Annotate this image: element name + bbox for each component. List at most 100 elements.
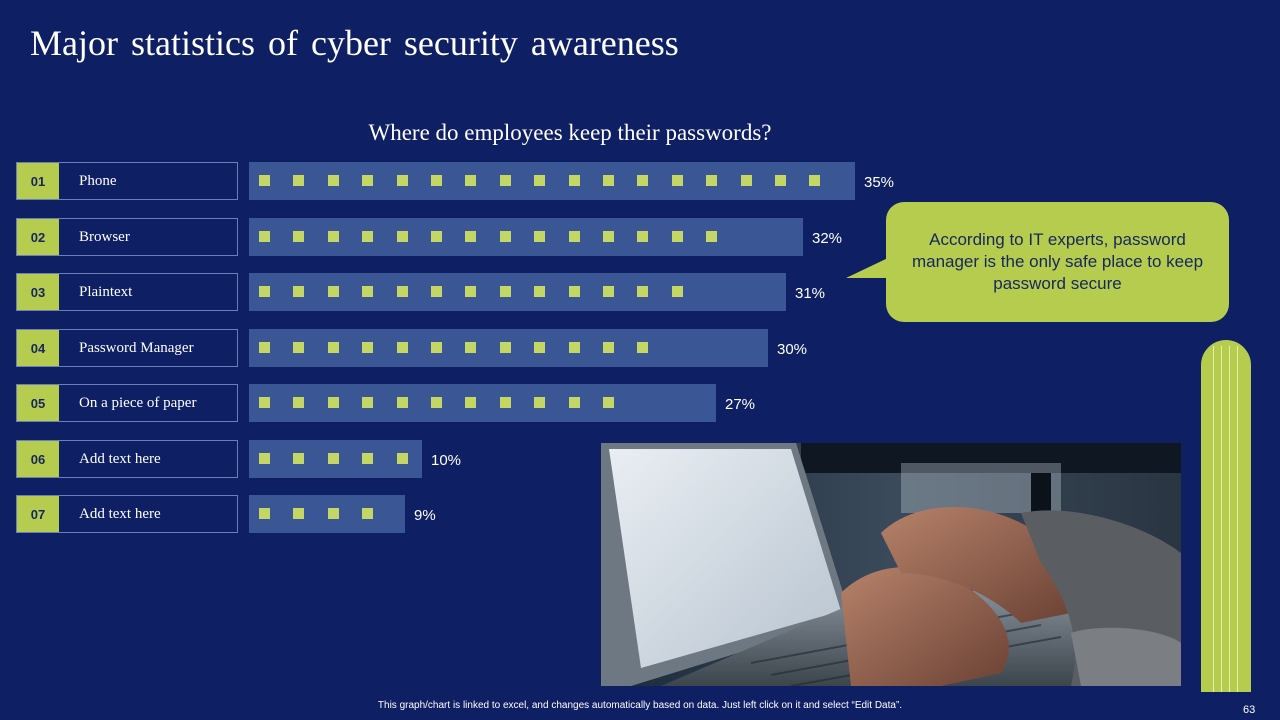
category-label: 04 Password Manager (16, 329, 238, 367)
bar-dot (293, 508, 305, 519)
bar (249, 218, 803, 256)
laptop-typing-photo (601, 443, 1181, 686)
category-number: 02 (17, 219, 59, 255)
bar-dot (465, 175, 477, 186)
bar-dot (671, 175, 683, 186)
bar-dot (362, 397, 374, 408)
footnote: This graph/chart is linked to excel, and… (377, 700, 903, 711)
chart-title: Where do employees keep their passwords? (368, 120, 772, 145)
category-number: 05 (17, 385, 59, 421)
bar-dot (293, 175, 305, 186)
bar-dot (362, 453, 374, 464)
bar-dot (465, 397, 477, 408)
bar-dot (327, 453, 339, 464)
bar-dot (327, 397, 339, 408)
bar-dot (740, 175, 752, 186)
category-name: Browser (79, 228, 130, 245)
data-label: 35% (864, 174, 895, 191)
decorative-pillar (1201, 340, 1251, 692)
bar-dot (396, 342, 408, 353)
bar-dot (499, 286, 511, 297)
data-label: 32% (812, 230, 843, 247)
bar-dot (431, 231, 442, 242)
bar-dot (706, 175, 718, 186)
category-label: 02 Browser (16, 218, 238, 256)
bar-dot (603, 397, 614, 408)
bar-dot (534, 175, 546, 186)
bar-dot (637, 175, 649, 186)
data-label: 27% (725, 396, 756, 413)
bar-dot (293, 231, 305, 242)
bar-dot (327, 342, 339, 353)
bar-dot (603, 286, 614, 297)
bar-dot (534, 286, 546, 297)
bar-dot (259, 397, 270, 408)
bar-dot (396, 397, 408, 408)
bar-dot (809, 175, 821, 186)
bar-dot (396, 286, 408, 297)
bar-dot (568, 175, 580, 186)
bar-dot (293, 453, 305, 464)
bar-dot (431, 342, 442, 353)
bar (249, 384, 716, 422)
category-number: 07 (17, 496, 59, 532)
category-name: Add text here (79, 450, 161, 467)
category-name: Password Manager (79, 339, 194, 356)
category-name: Phone (79, 172, 117, 189)
bar-dot (775, 175, 786, 186)
bar-dot (431, 397, 442, 408)
bar-dot (637, 342, 649, 353)
bar-dot (568, 397, 580, 408)
bar-dot (327, 508, 339, 519)
bar-dot (327, 286, 339, 297)
bar-dot (568, 231, 580, 242)
bar-dot (293, 342, 305, 353)
bar-dot (534, 342, 546, 353)
bar (249, 162, 855, 200)
bar-dot (534, 231, 546, 242)
bar-dot (534, 397, 546, 408)
bar-dot (499, 342, 511, 353)
bar-dot (431, 175, 442, 186)
bar-dot (362, 175, 374, 186)
category-number: 06 (17, 441, 59, 477)
bar-dot (259, 453, 270, 464)
bar-dot (259, 175, 270, 186)
category-name: Add text here (79, 505, 161, 522)
bar-dot (706, 231, 718, 242)
bar-dot (431, 286, 442, 297)
callout-pointer (846, 256, 892, 278)
category-number: 03 (17, 274, 59, 310)
data-label: 30% (777, 341, 808, 358)
bar (249, 440, 422, 478)
bar-dot (603, 342, 614, 353)
bar-dot (362, 286, 374, 297)
bar-dot (362, 342, 374, 353)
bar (249, 329, 768, 367)
callout-box: According to IT experts, password manage… (886, 202, 1229, 322)
category-name: On a piece of paper (79, 394, 197, 411)
bar-dot (327, 175, 339, 186)
bar-dot (603, 231, 614, 242)
data-label: 10% (431, 452, 462, 469)
bar-dot (465, 342, 477, 353)
bar (249, 273, 786, 311)
bar (249, 495, 405, 533)
bar-dot (568, 286, 580, 297)
bar-dot (671, 231, 683, 242)
category-name: Plaintext (79, 283, 133, 300)
bar-dot (465, 286, 477, 297)
bar-dot (396, 175, 408, 186)
bar-dot (362, 508, 374, 519)
bar-dot (396, 453, 408, 464)
bar-dot (293, 397, 305, 408)
category-label: 06 Add text here (16, 440, 238, 478)
bar-dot (259, 342, 270, 353)
page-number: 63 (1243, 704, 1256, 716)
bar-dot (603, 175, 614, 186)
category-label: 03 Plaintext (16, 273, 238, 311)
slide-title: Major statistics of cyber security aware… (30, 23, 679, 63)
bar-dot (671, 286, 683, 297)
bar-dot (637, 286, 649, 297)
category-label: 01 Phone (16, 162, 238, 200)
